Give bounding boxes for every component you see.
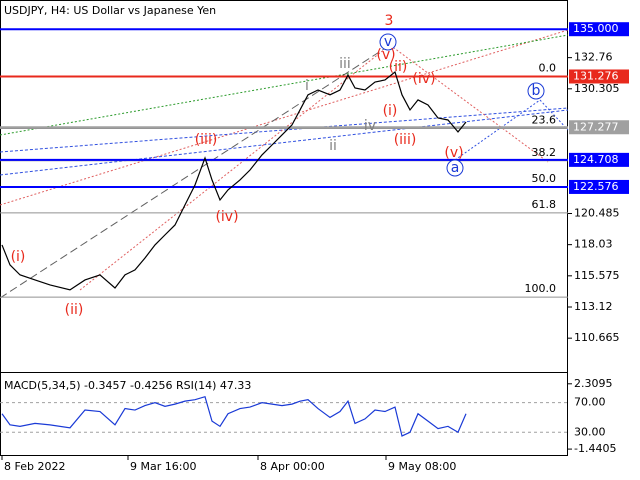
fib-label: 100.0 <box>525 282 557 295</box>
x-tick-label: 9 May 08:00 <box>388 460 456 473</box>
wave-label: v <box>384 34 392 50</box>
y-tick-label: 110.665 <box>574 331 620 344</box>
wave-label: (ii) <box>389 59 408 75</box>
level-label: 122.576 <box>573 180 619 193</box>
y-tick-label: 118.03 <box>574 238 613 251</box>
wave-label: iv <box>364 118 376 134</box>
y2-tick-label: -1.4405 <box>574 442 616 455</box>
wave-label: 3 <box>385 13 394 29</box>
trend-line <box>389 44 549 163</box>
wave-label: (iii) <box>195 132 218 148</box>
wave-label: ii <box>329 138 337 154</box>
wave-label: (ii) <box>65 302 84 318</box>
fib-label: 0.0 <box>539 61 557 74</box>
wave-circle <box>527 82 545 100</box>
trend-lines <box>0 29 569 299</box>
level-label: 124.708 <box>573 153 619 166</box>
fib-label: 50.0 <box>532 172 557 185</box>
level-label-box <box>569 179 629 194</box>
wave-circle <box>379 33 397 51</box>
wave-label: (iv) <box>412 71 435 87</box>
wave-label: (v) <box>444 145 463 161</box>
y-tick-label: 115.575 <box>574 269 620 282</box>
level-label-box <box>569 152 629 167</box>
level-label: 127.277 <box>573 120 619 133</box>
wave-label: (iii) <box>394 132 417 148</box>
y2-tick-label: 2.3095 <box>574 377 613 390</box>
trend-line <box>539 99 569 131</box>
wave-label: b <box>532 83 541 99</box>
trend-line <box>0 29 569 206</box>
wave-label: (i) <box>11 249 26 265</box>
trend-line <box>0 34 569 136</box>
price-line <box>1 70 467 291</box>
indicator-title: MACD(5,34,5) -0.3457 -0.4256 RSI(14) 47.… <box>4 379 251 392</box>
wave-label: (iv) <box>215 209 238 225</box>
wave-label: i <box>305 78 309 94</box>
fib-label: 23.6 <box>532 114 557 127</box>
trend-line <box>0 109 569 176</box>
wave-circle <box>446 159 464 177</box>
y-tick-label: 132.76 <box>574 51 613 64</box>
y-tick-label: 120.485 <box>574 206 620 219</box>
x-tick-label: 8 Apr 00:00 <box>260 460 325 473</box>
trend-line <box>79 44 391 291</box>
level-label-box <box>569 22 629 37</box>
price-line <box>1 395 467 437</box>
wave-label: a <box>451 160 460 176</box>
trend-line <box>454 99 541 161</box>
x-tick-label: 8 Feb 2022 <box>4 460 65 473</box>
fib-label: 38.2 <box>532 146 557 159</box>
wave-label: (v) <box>376 47 395 63</box>
wave-label: (i) <box>383 103 398 119</box>
level-label-box <box>569 120 629 135</box>
level-label: 131.276 <box>573 69 619 82</box>
level-label-box <box>569 69 629 84</box>
level-label: 135.000 <box>573 22 619 35</box>
wave-label: iii <box>339 56 351 72</box>
chart-title: USDJPY, H4: US Dollar vs Japanese Yen <box>4 4 216 17</box>
y-tick-label: 30.00 <box>574 425 606 438</box>
y-tick-label: 113.12 <box>574 300 613 313</box>
y-tick-label: 130.305 <box>574 82 620 95</box>
trend-line <box>0 44 391 299</box>
y-tick-label: 70.00 <box>574 396 606 409</box>
x-tick-label: 9 Mar 16:00 <box>130 460 196 473</box>
fib-label: 61.8 <box>532 198 557 211</box>
